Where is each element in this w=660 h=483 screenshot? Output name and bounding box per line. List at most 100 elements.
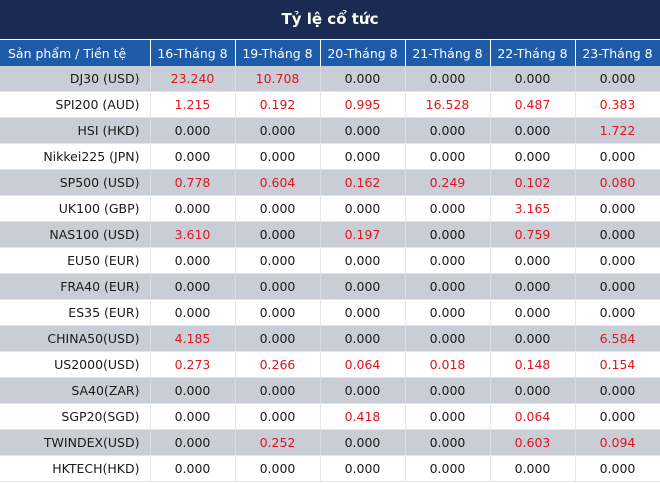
dividend-value-cell: 0.000 (235, 247, 321, 274)
dividend-value-cell: 0.000 (320, 429, 406, 456)
table-row: US2000(USD) 0.273 0.266 0.064 0.018 0.148 0.15… (0, 351, 660, 378)
dividend-value-cell: 0.000 (405, 221, 491, 248)
table-row: SPI200 (AUD) 1.215 0.192 0.995 16.528 0.487 0.… (0, 91, 660, 118)
dividend-value-cell: 0.162 (320, 169, 406, 196)
dividend-value-cell: 0.273 (150, 351, 236, 378)
dividend-value-cell: 0.018 (405, 351, 491, 378)
dividend-value-cell: 6.584 (575, 325, 660, 352)
product-cell: SPI200 (AUD) (0, 91, 151, 118)
dividend-value-cell: 0.000 (320, 66, 406, 92)
dividend-value-cell: 0.000 (575, 247, 660, 274)
table-row: SGP20(SGD) 0.000 0.000 0.418 0.000 0.064 0.000 (0, 403, 660, 430)
dividend-value-cell: 0.000 (575, 403, 660, 430)
product-cell: HSI (HKD) (0, 117, 151, 144)
dividend-value-cell: 0.995 (320, 91, 406, 118)
table-row: TWINDEX(USD) 0.000 0.252 0.000 0.000 0.603 0.0… (0, 429, 660, 456)
table-row: HSI (HKD) 0.000 0.000 0.000 0.000 0.000 1.722 (0, 117, 660, 144)
dividend-value-cell: 0.000 (150, 143, 236, 170)
dividend-value-cell: 0.148 (490, 351, 576, 378)
dividend-value-cell: 0.000 (405, 117, 491, 144)
table-row: UK100 (GBP) 0.000 0.000 0.000 0.000 3.165 0.00… (0, 195, 660, 222)
dividend-value-cell: 0.000 (490, 117, 576, 144)
dividend-value-cell: 0.000 (150, 377, 236, 404)
product-cell: NAS100 (USD) (0, 221, 151, 248)
dividend-value-cell: 0.000 (405, 273, 491, 300)
dividend-value-cell: 0.383 (575, 91, 660, 118)
dividend-value-cell: 0.000 (320, 247, 406, 274)
column-header-date: 21-Tháng 8 (405, 40, 491, 66)
dividend-value-cell: 0.000 (320, 273, 406, 300)
product-cell: DJ30 (USD) (0, 66, 151, 92)
product-cell: UK100 (GBP) (0, 195, 151, 222)
dividend-value-cell: 0.000 (575, 377, 660, 404)
product-cell: US2000(USD) (0, 351, 151, 378)
column-header-date: 16-Tháng 8 (150, 40, 236, 66)
dividend-value-cell: 0.000 (405, 66, 491, 92)
product-cell: CHINA50(USD) (0, 325, 151, 352)
dividend-value-cell: 0.192 (235, 91, 321, 118)
dividend-value-cell: 0.603 (490, 429, 576, 456)
dividend-value-cell: 0.000 (235, 325, 321, 352)
table-row: CHINA50(USD) 4.185 0.000 0.000 0.000 0.000 6.5… (0, 325, 660, 352)
dividend-value-cell: 1.722 (575, 117, 660, 144)
dividend-value-cell: 0.000 (575, 66, 660, 92)
dividend-value-cell: 0.487 (490, 91, 576, 118)
dividend-value-cell: 0.064 (320, 351, 406, 378)
dividend-value-cell: 0.000 (150, 117, 236, 144)
dividend-value-cell: 10.708 (235, 66, 321, 92)
dividend-value-cell: 0.000 (405, 247, 491, 274)
dividend-value-cell: 0.000 (575, 195, 660, 222)
column-header-date: 22-Tháng 8 (490, 40, 576, 66)
table-row: EU50 (EUR) 0.000 0.000 0.000 0.000 0.000 0.000 (0, 247, 660, 274)
dividend-value-cell: 0.000 (235, 221, 321, 248)
dividend-value-cell: 0.604 (235, 169, 321, 196)
dividend-value-cell: 0.197 (320, 221, 406, 248)
dividend-value-cell: 0.249 (405, 169, 491, 196)
dividend-value-cell: 0.000 (150, 403, 236, 430)
table-row: NAS100 (USD) 3.610 0.000 0.197 0.000 0.759 0.0… (0, 221, 660, 248)
dividend-value-cell: 0.000 (235, 377, 321, 404)
dividend-value-cell: 3.610 (150, 221, 236, 248)
table-row: DJ30 (USD) 23.240 10.708 0.000 0.000 0.000 0.0… (0, 66, 660, 92)
dividend-value-cell: 0.000 (405, 429, 491, 456)
dividend-value-cell: 0.000 (235, 455, 321, 482)
dividend-value-cell: 0.000 (150, 273, 236, 300)
dividend-value-cell: 0.000 (490, 273, 576, 300)
dividend-value-cell: 0.000 (150, 299, 236, 326)
dividend-value-cell: 0.000 (150, 247, 236, 274)
dividend-value-cell: 0.778 (150, 169, 236, 196)
product-cell: ES35 (EUR) (0, 299, 151, 326)
dividend-value-cell: 0.154 (575, 351, 660, 378)
dividend-value-cell: 0.759 (490, 221, 576, 248)
dividend-value-cell: 0.000 (320, 299, 406, 326)
dividend-value-cell: 0.252 (235, 429, 321, 456)
dividend-value-cell: 0.000 (405, 195, 491, 222)
table-title: Tỷ lệ cổ tức (0, 0, 660, 40)
dividend-value-cell: 0.102 (490, 169, 576, 196)
dividend-value-cell: 0.000 (405, 299, 491, 326)
dividend-value-cell: 0.000 (235, 403, 321, 430)
dividend-value-cell: 0.000 (405, 143, 491, 170)
column-header-date: 20-Tháng 8 (320, 40, 406, 66)
dividend-value-cell: 0.000 (150, 429, 236, 456)
table-row: HKTECH(HKD) 0.000 0.000 0.000 0.000 0.000 0.00… (0, 455, 660, 482)
product-cell: SGP20(SGD) (0, 403, 151, 430)
product-cell: EU50 (EUR) (0, 247, 151, 274)
dividend-value-cell: 0.418 (320, 403, 406, 430)
dividend-value-cell: 0.000 (320, 377, 406, 404)
column-header-date: 19-Tháng 8 (235, 40, 321, 66)
dividend-value-cell: 0.000 (235, 299, 321, 326)
dividend-value-cell: 0.000 (320, 325, 406, 352)
column-header-product: Sản phẩm / Tiền tệ (0, 40, 151, 66)
dividend-value-cell: 0.000 (235, 143, 321, 170)
dividend-value-cell: 0.000 (405, 377, 491, 404)
dividend-value-cell: 0.000 (575, 273, 660, 300)
dividend-value-cell: 0.000 (490, 66, 576, 92)
dividend-value-cell: 0.000 (490, 299, 576, 326)
dividend-value-cell: 0.000 (235, 195, 321, 222)
product-cell: FRA40 (EUR) (0, 273, 151, 300)
product-cell: TWINDEX(USD) (0, 429, 151, 456)
dividend-value-cell: 0.000 (150, 195, 236, 222)
dividend-value-cell: 0.266 (235, 351, 321, 378)
